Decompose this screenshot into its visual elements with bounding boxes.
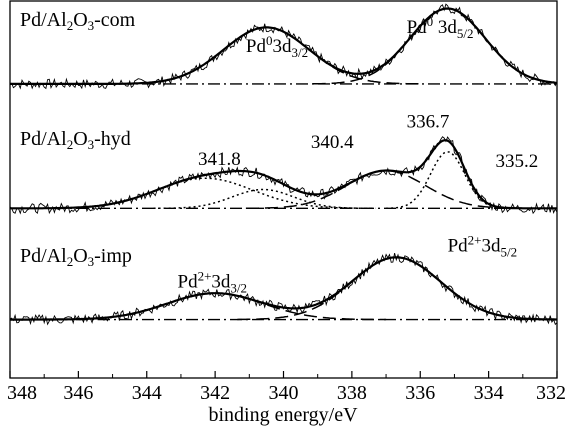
panel-label-subscript: 3 [88,137,95,152]
peak-annotation: Pd2+3d3/2 [178,269,248,296]
annotation-text: Pd [448,236,469,257]
fitted-envelope [10,139,557,210]
x-tick-label: 334 [474,382,504,404]
component-peak [245,169,527,210]
annotation-text: 3d [272,36,292,57]
component-peak [33,177,376,210]
annotation-text: 3d [211,272,231,293]
panel-label-subscript: 3 [88,254,95,269]
annotation-text: 3d [482,236,502,257]
annotation-text: Pd [178,272,199,293]
peak-annotation: 340.4 [311,132,354,153]
x-tick-label: 342 [200,382,230,404]
peak-annotation: Pd2+3d5/2 [448,233,518,260]
annotation-supscript: 2+ [468,233,482,248]
annotation-supscript: 0 [427,14,434,29]
panel-label-text: Pd/Al [20,245,67,267]
x-tick-label: 340 [269,382,299,404]
annotation-text: 3d [433,17,457,38]
panel-label: Pd/Al2O3-com [20,9,136,33]
peak-annotation: Pd0 3d5/2 [407,14,474,41]
panel-label-text: Pd/Al [20,9,67,31]
panel-label: Pd/Al2O3-hyd [20,128,131,152]
panel-label-subscript: 2 [67,254,74,269]
annotation-supscript: 0 [266,33,273,48]
annotation-supscript: 2+ [198,269,212,284]
panel-label: Pd/Al2O3-imp [20,245,132,269]
component-peak [153,188,373,210]
fitted-envelope [10,7,558,85]
peak-annotation: 336.7 [407,111,450,132]
annotation-subscript: 5/2 [501,245,518,260]
panel-label-subscript: 2 [67,18,74,33]
annotation-text: Pd [246,36,267,57]
peak-annotation: 335.2 [496,151,539,172]
fitted-envelope [10,256,557,321]
panel-label-subscript: 2 [67,137,74,152]
panel-label-text: Pd/Al [20,128,67,150]
annotation-subscript: 3/2 [291,45,308,60]
x-tick-label: 332 [536,382,566,404]
component-peak [237,256,556,321]
x-tick-label: 348 [7,382,37,404]
peak-annotation: Pd03d3/2 [246,33,308,60]
peak-annotation: 341.8 [198,149,241,170]
x-tick-label: 346 [63,382,93,404]
x-tick-label: 344 [132,382,162,404]
panel-label-subscript: 3 [88,18,95,33]
panel-label-text: -hyd [94,128,131,150]
x-axis-label: binding energy/eV [208,404,358,426]
panel-label-text: O [73,245,87,267]
x-tick-label: 336 [405,382,435,404]
panel-label-text: -imp [94,245,132,267]
panel-label-text: O [73,9,87,31]
annotation-subscript: 5/2 [457,26,474,41]
annotation-text: Pd [407,17,428,38]
panel-label-text: O [73,128,87,150]
panel-label-text: -com [94,9,136,31]
annotation-subscript: 3/2 [230,281,247,296]
x-tick-label: 338 [337,382,367,404]
component-peak [386,151,508,210]
